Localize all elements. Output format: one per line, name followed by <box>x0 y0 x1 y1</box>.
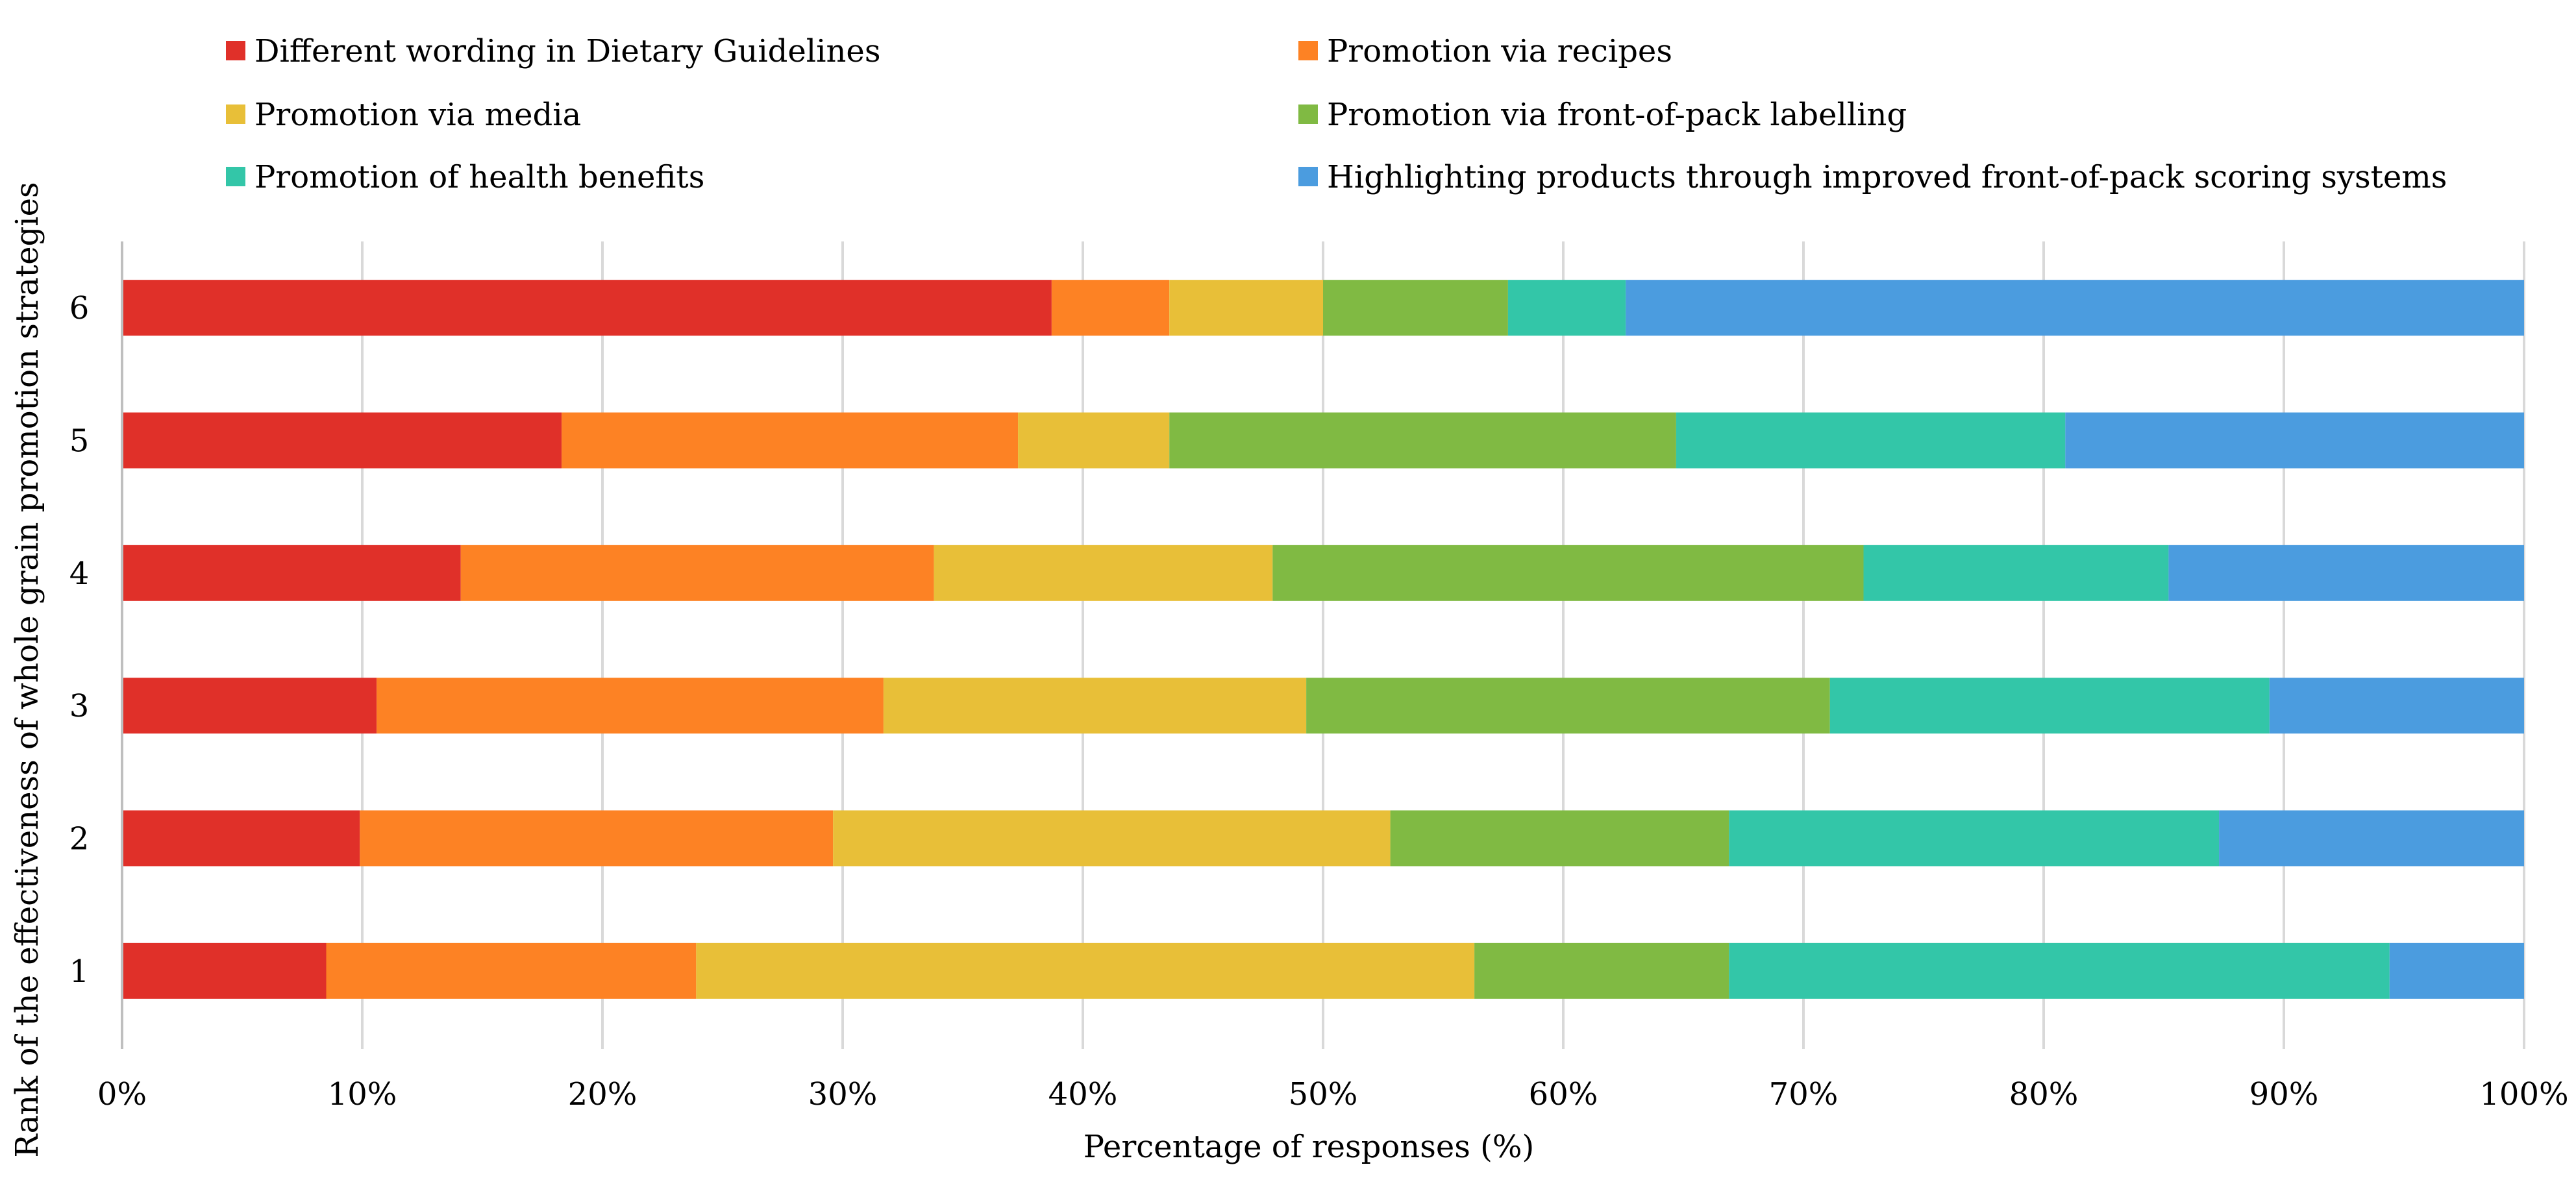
legend-item: Different wording in Dietary Guidelines <box>226 33 880 69</box>
bar-rank-1-series-2 <box>326 942 697 999</box>
bar-rank-6-series-1 <box>122 280 1052 336</box>
legend-label: Different wording in Dietary Guidelines <box>254 33 880 69</box>
x-axis-title: Percentage of responses (%) <box>1084 1129 1534 1165</box>
bar-rank-2-series-1 <box>122 810 360 867</box>
bar-rank-1-series-5 <box>1729 942 2390 999</box>
bar-rank-4-series-4 <box>1272 545 1864 601</box>
bar-rank-6-series-6 <box>1626 280 2524 336</box>
legend-label: Promotion of health benefits <box>254 159 704 195</box>
bar-rank-6-series-5 <box>1507 280 1626 336</box>
y-tick-label: 3 <box>69 688 90 724</box>
bar-rank-5-series-2 <box>562 412 1019 469</box>
bar-rank-3-series-3 <box>883 678 1307 734</box>
legend-label: Highlighting products through improved f… <box>1327 159 2447 195</box>
legend-item: Promotion of health benefits <box>226 159 704 195</box>
x-tick-label: 30% <box>808 1076 878 1112</box>
bar-rank-4-series-6 <box>2168 545 2524 601</box>
legend-swatch <box>1298 167 1318 186</box>
y-tick-label: 5 <box>69 423 90 460</box>
x-tick-label: 10% <box>328 1076 397 1112</box>
bar-rank-4-series-5 <box>1863 545 2169 601</box>
x-tick-label: 60% <box>1529 1076 1598 1112</box>
bar-rank-6-series-2 <box>1051 280 1170 336</box>
legend-label: Promotion via recipes <box>1327 33 1672 69</box>
x-tick-label: 50% <box>1289 1076 1358 1112</box>
y-axis-title: Rank of the effectiveness of whole grain… <box>9 182 45 1157</box>
legend-item: Promotion via front-of-pack labelling <box>1298 97 1907 133</box>
legend-item: Promotion via media <box>226 97 581 133</box>
x-tick-label: 0% <box>97 1076 147 1112</box>
legend-swatch <box>226 167 245 186</box>
legend-item: Promotion via recipes <box>1298 33 1672 69</box>
y-tick-labels: 1 2 3 4 5 6 <box>69 290 90 990</box>
bar-rank-5-series-4 <box>1169 412 1676 469</box>
x-tick-label: 70% <box>1769 1076 1839 1112</box>
x-tick-label: 100% <box>2479 1076 2568 1112</box>
bar-rank-1-series-6 <box>2389 942 2524 999</box>
bar-rank-3-series-4 <box>1306 678 1830 734</box>
bar-rank-1-series-4 <box>1474 942 1729 999</box>
bar-rank-5-series-6 <box>2065 412 2524 469</box>
bar-rank-4-series-1 <box>122 545 461 601</box>
bar-rank-2-series-5 <box>1729 810 2220 867</box>
bars <box>122 280 2524 999</box>
bar-rank-1-series-1 <box>122 942 327 999</box>
bar-rank-6-series-3 <box>1169 280 1323 336</box>
bar-rank-2-series-6 <box>2219 810 2524 867</box>
bar-rank-2-series-2 <box>360 810 834 867</box>
bar-rank-5-series-5 <box>1676 412 2066 469</box>
bar-rank-1-series-3 <box>696 942 1475 999</box>
legend: Different wording in Dietary Guidelines P… <box>226 33 2447 195</box>
bar-rank-3-series-1 <box>122 678 377 734</box>
bar-rank-3-series-5 <box>1829 678 2270 734</box>
legend-swatch <box>1298 104 1318 124</box>
y-tick-label: 6 <box>69 290 90 326</box>
y-tick-label: 2 <box>69 821 90 857</box>
bar-rank-4-series-3 <box>934 545 1273 601</box>
bar-rank-6-series-4 <box>1323 280 1508 336</box>
gridlines <box>121 241 2525 1049</box>
bar-rank-3-series-2 <box>377 678 884 734</box>
legend-swatch <box>226 41 245 60</box>
legend-label: Promotion via front-of-pack labelling <box>1327 97 1907 133</box>
bar-rank-5-series-1 <box>122 412 562 469</box>
legend-label: Promotion via media <box>254 97 581 133</box>
y-tick-label: 1 <box>69 953 90 990</box>
bar-rank-2-series-4 <box>1390 810 1729 867</box>
legend-item: Highlighting products through improved f… <box>1298 159 2447 195</box>
y-tick-label: 4 <box>69 556 90 592</box>
x-tick-label: 90% <box>2249 1076 2319 1112</box>
bar-rank-5-series-3 <box>1018 412 1170 469</box>
legend-swatch <box>226 104 245 124</box>
x-tick-label: 40% <box>1048 1076 1118 1112</box>
legend-swatch <box>1298 41 1318 60</box>
x-tick-label: 80% <box>2009 1076 2079 1112</box>
x-tick-label: 20% <box>568 1076 638 1112</box>
bar-rank-3-series-6 <box>2269 678 2524 734</box>
x-tick-labels: 0% 10% 20% 30% 40% 50% 60% 70% 80% 90% 100% <box>97 1076 2569 1112</box>
bar-rank-4-series-2 <box>460 545 934 601</box>
bar-rank-2-series-3 <box>833 810 1391 867</box>
